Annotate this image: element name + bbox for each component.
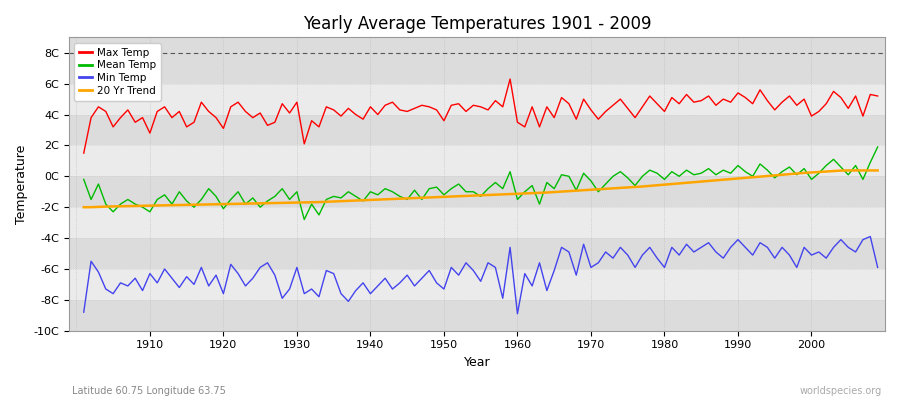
Bar: [69, 238, 885, 269]
X-axis label: Year: Year: [464, 356, 490, 369]
Text: Latitude 60.75 Longitude 63.75: Latitude 60.75 Longitude 63.75: [72, 386, 226, 396]
Y-axis label: Temperature: Temperature: [15, 144, 28, 224]
Legend: Max Temp, Mean Temp, Min Temp, 20 Yr Trend: Max Temp, Mean Temp, Min Temp, 20 Yr Tre…: [74, 42, 161, 101]
Bar: [69, 146, 885, 176]
Bar: [69, 300, 885, 331]
Bar: [69, 176, 885, 207]
Bar: [69, 84, 885, 114]
Bar: [69, 269, 885, 300]
Bar: [69, 114, 885, 146]
Text: worldspecies.org: worldspecies.org: [800, 386, 882, 396]
Bar: [69, 207, 885, 238]
Bar: [69, 53, 885, 84]
Title: Yearly Average Temperatures 1901 - 2009: Yearly Average Temperatures 1901 - 2009: [302, 15, 652, 33]
